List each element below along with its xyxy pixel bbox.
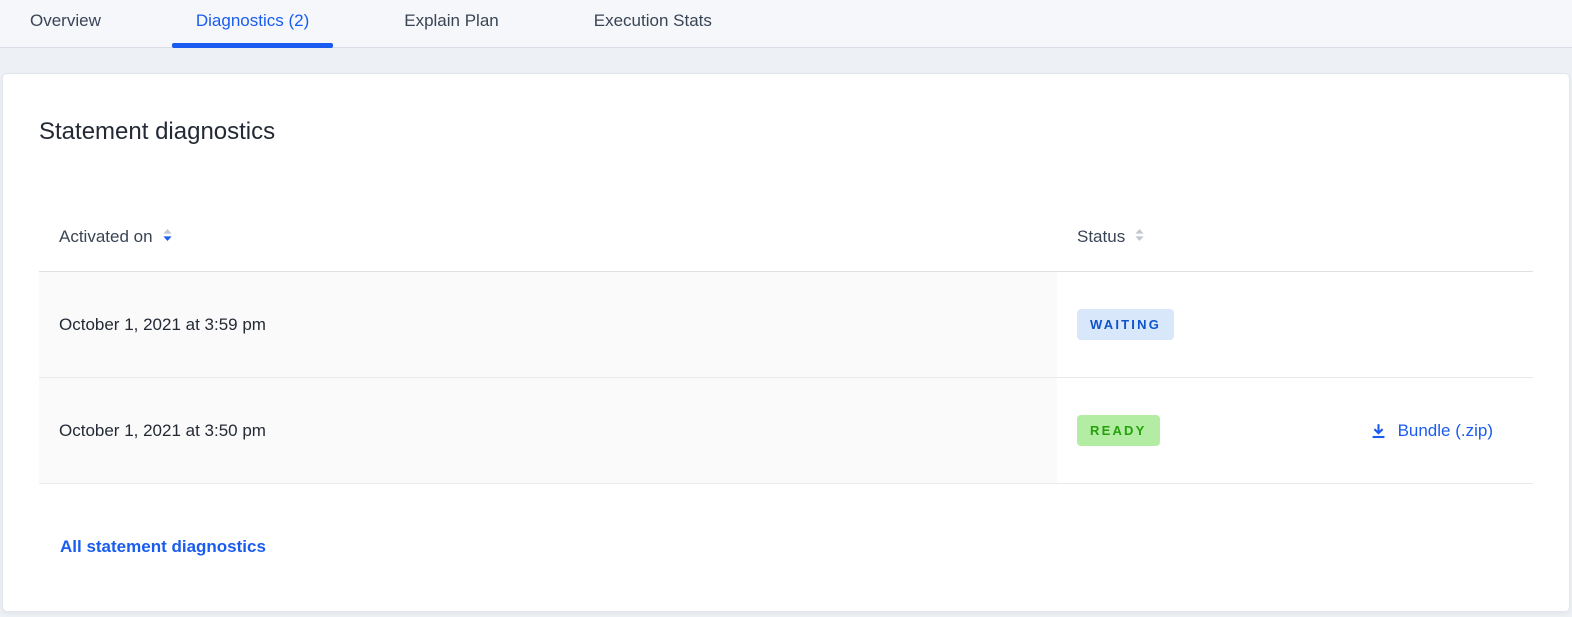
download-link-label: Bundle (.zip): [1397, 420, 1493, 440]
download-cell: [1257, 272, 1533, 377]
status-badge: READY: [1077, 415, 1160, 446]
sort-arrows-icon[interactable]: [1134, 226, 1145, 248]
tab-execution-stats[interactable]: Execution Stats: [593, 11, 712, 30]
status-cell: READY: [1057, 378, 1257, 483]
table-header-row: Activated on Status: [39, 226, 1533, 272]
table-row: October 1, 2021 at 3:59 pm WAITING: [39, 272, 1533, 378]
column-header-spacer: [1257, 226, 1533, 248]
statement-diagnostics-panel: Statement diagnostics Activated on Statu…: [2, 73, 1570, 612]
sort-arrows-icon[interactable]: [162, 226, 173, 248]
download-icon: [1370, 422, 1387, 439]
column-header-label: Activated on: [59, 227, 153, 246]
all-statement-diagnostics-link[interactable]: All statement diagnostics: [60, 537, 266, 556]
download-cell: Bundle (.zip): [1257, 378, 1533, 483]
tab-bar: Overview Diagnostics (2) Explain Plan Ex…: [0, 0, 1572, 48]
activated-on-cell: October 1, 2021 at 3:50 pm: [39, 378, 1057, 483]
status-cell: WAITING: [1057, 272, 1257, 377]
column-header-label: Status: [1077, 227, 1126, 246]
diagnostics-table: Activated on Status: [39, 226, 1533, 484]
column-header-activated-on[interactable]: Activated on: [39, 226, 1057, 248]
status-badge: WAITING: [1077, 309, 1175, 340]
bundle-download-link[interactable]: Bundle (.zip): [1370, 421, 1493, 441]
tab-diagnostics[interactable]: Diagnostics (2): [171, 0, 334, 48]
activated-on-cell: October 1, 2021 at 3:59 pm: [39, 272, 1057, 377]
table-row: October 1, 2021 at 3:50 pm READY Bundle …: [39, 378, 1533, 484]
tab-explain-plan[interactable]: Explain Plan: [404, 11, 499, 30]
column-header-status[interactable]: Status: [1057, 226, 1257, 248]
tab-overview[interactable]: Overview: [30, 11, 101, 30]
page-title: Statement diagnostics: [39, 118, 276, 145]
